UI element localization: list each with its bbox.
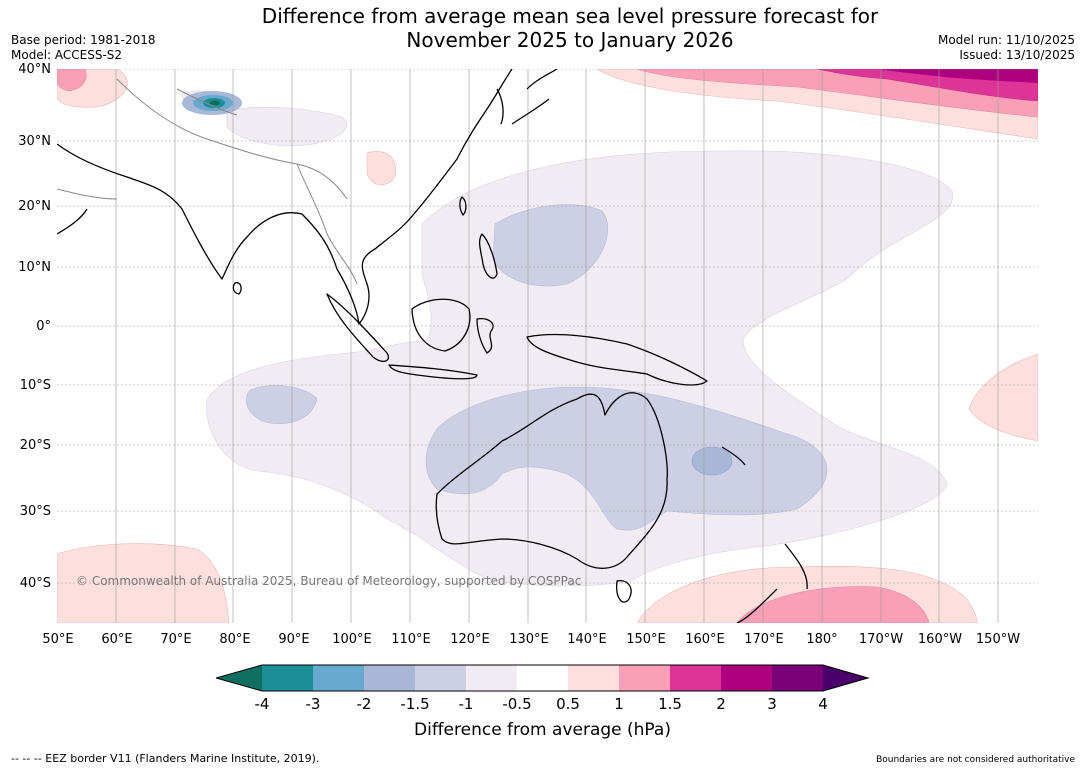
colorbar-label: -4 — [254, 695, 270, 713]
java-coast — [388, 364, 478, 380]
colorbar-label: 1 — [614, 695, 624, 713]
xtick-150E: 150°E — [626, 632, 666, 647]
coastlines — [57, 69, 808, 623]
base-period-label: Base period: 1981-2018 — [11, 33, 156, 47]
model-label: Model: ACCESS-S2 — [11, 48, 123, 62]
colorbar-cell-10 — [721, 665, 772, 691]
ytick-10N: 10°N — [18, 260, 51, 275]
gridlines — [57, 69, 1038, 623]
chart-title: Difference from average mean sea level p… — [200, 4, 940, 52]
colorbar-cell-0 — [216, 665, 262, 691]
xtick-70E: 70°E — [160, 632, 192, 647]
colorbar-cell-1 — [262, 665, 313, 691]
colorbar-label: -1 — [458, 695, 474, 713]
xtick-100E: 100°E — [332, 632, 372, 647]
colorbar-label: -2 — [356, 695, 372, 713]
korea-coast — [496, 88, 504, 125]
new-caledonia-coast — [721, 446, 746, 466]
colorbar-cell-8 — [619, 665, 670, 691]
xtick-170E: 170°E — [744, 632, 784, 647]
issued-label: Issued: 13/10/2025 — [959, 48, 1075, 62]
borneo-coast — [411, 298, 471, 352]
colorbar — [216, 664, 870, 692]
new-zealand-coast — [736, 543, 808, 623]
sumatra-coast — [326, 293, 389, 363]
xtick-90E: 90°E — [278, 632, 310, 647]
ytick-40S: 40°S — [19, 576, 51, 591]
sulawesi-coast — [476, 318, 494, 354]
xtick-150W: 150°W — [975, 632, 1021, 647]
asia-coast — [57, 69, 513, 325]
colorbar-cell-5 — [466, 665, 517, 691]
colorbar-label: -3 — [305, 695, 321, 713]
colorbar-title: Difference from average (hPa) — [414, 720, 671, 740]
colorbar-cell-12 — [823, 665, 868, 691]
ytick-10S: 10°S — [19, 378, 51, 393]
title-line-2: November 2025 to January 2026 — [406, 28, 734, 52]
colorbar-label: 0.5 — [556, 695, 580, 713]
colorbar-cell-11 — [772, 665, 823, 691]
copyright: © Commonwealth of Australia 2025, Bureau… — [76, 574, 581, 588]
colorbar-label: 4 — [818, 695, 828, 713]
colorbar-label: 3 — [767, 695, 777, 713]
xtick-110E: 110°E — [391, 632, 431, 647]
eez-legend: -- -- -- EEZ border V11 (Flanders Marine… — [11, 752, 320, 765]
japan-coast — [511, 69, 558, 125]
ytick-30N: 30°N — [18, 134, 51, 149]
sri-lanka-coast — [232, 282, 242, 295]
xtick-160E: 160°E — [685, 632, 725, 647]
ytick-20S: 20°S — [19, 438, 51, 453]
colorbar-label: 1.5 — [658, 695, 682, 713]
xtick-160W: 160°W — [917, 632, 963, 647]
ytick-40N: 40°N — [18, 62, 51, 77]
xtick-120E: 120°E — [450, 632, 490, 647]
ytick-20N: 20°N — [18, 199, 51, 214]
anomaly-neg-1.5 — [691, 446, 733, 476]
taiwan-coast — [459, 196, 467, 216]
boundaries-note: Boundaries are not considered authoritat… — [876, 755, 1075, 765]
title-line-1: Difference from average mean sea level p… — [261, 4, 879, 28]
colorbar-cell-9 — [670, 665, 721, 691]
pressure-map[interactable]: © Commonwealth of Australia 2025, Bureau… — [57, 69, 1038, 623]
colorbar-cell-6 — [517, 665, 568, 691]
colorbar-cell-7 — [568, 665, 619, 691]
xtick-180: 180° — [806, 632, 838, 647]
colorbar-cell-2 — [313, 665, 364, 691]
philippines-coast — [478, 233, 498, 279]
model-run-label: Model run: 11/10/2025 — [937, 33, 1075, 47]
ytick-30S: 30°S — [19, 504, 51, 519]
meta-left: Base period: 1981-2018 Model: ACCESS-S2 — [11, 33, 156, 63]
xtick-130E: 130°E — [509, 632, 549, 647]
arabia-coast — [57, 208, 88, 235]
colorbar-label: -0.5 — [502, 695, 532, 713]
colorbar-cell-3 — [364, 665, 415, 691]
meta-right: Model run: 11/10/2025 Issued: 13/10/2025 — [938, 33, 1075, 63]
anomaly-himalaya — [182, 91, 242, 115]
australia-coast — [435, 392, 668, 569]
colorbar-cell-4 — [415, 665, 466, 691]
xtick-140E: 140°E — [567, 632, 607, 647]
colorbar-outline — [216, 664, 870, 692]
xtick-60E: 60°E — [101, 632, 133, 647]
xtick-170W: 170°W — [858, 632, 904, 647]
colorbar-label: -1.5 — [400, 695, 430, 713]
new-guinea-coast — [526, 333, 708, 386]
colorbar-label: 2 — [716, 695, 726, 713]
ytick-0: 0° — [36, 319, 51, 334]
xtick-80E: 80°E — [219, 632, 251, 647]
borders — [57, 78, 358, 285]
xtick-50E: 50°E — [42, 632, 74, 647]
anomaly-neg-1 — [246, 204, 828, 531]
tasmania-coast — [616, 580, 632, 603]
